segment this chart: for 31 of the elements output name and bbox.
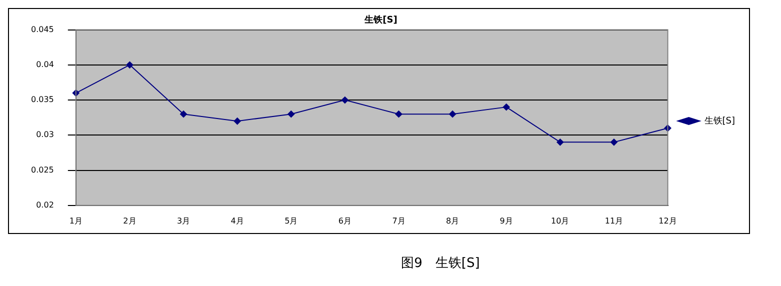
x-tick-label: 11月 xyxy=(604,216,624,226)
chart-title: 生铁[S] xyxy=(364,14,398,26)
x-tick-label: 1月 xyxy=(69,216,82,226)
x-tick-label: 5月 xyxy=(284,216,298,226)
y-tick-label: 0.025 xyxy=(30,165,54,174)
point xyxy=(556,138,564,146)
y-tick-label: 0.04 xyxy=(36,60,54,69)
point xyxy=(395,110,402,118)
x-tick-label: 8月 xyxy=(446,216,460,226)
point xyxy=(449,110,456,118)
x-tick-label: 9月 xyxy=(500,216,513,226)
x-tick-label: 4月 xyxy=(230,216,244,226)
y-tick-label: 0.03 xyxy=(36,130,54,140)
point xyxy=(126,61,134,68)
x-tick-label: 7月 xyxy=(392,216,406,226)
point xyxy=(341,96,348,104)
point xyxy=(502,104,510,111)
x-tick-label: 3月 xyxy=(176,216,190,226)
y-tick-label: 0.035 xyxy=(30,95,54,104)
y-tick-label: 0.045 xyxy=(30,24,54,34)
point xyxy=(288,110,295,118)
point xyxy=(234,118,241,125)
caption: 图9 生铁[S] xyxy=(400,255,481,272)
x-tick-label: 6月 xyxy=(338,216,352,226)
y-tick-label: 0.02 xyxy=(36,200,54,210)
x-tick-label: 2月 xyxy=(123,216,136,226)
x-tick-label: 10月 xyxy=(551,216,570,226)
point xyxy=(610,138,618,146)
point xyxy=(180,110,188,118)
legend-label: 生铁[S] xyxy=(704,115,736,126)
x-tick-label: 12月 xyxy=(658,216,677,226)
